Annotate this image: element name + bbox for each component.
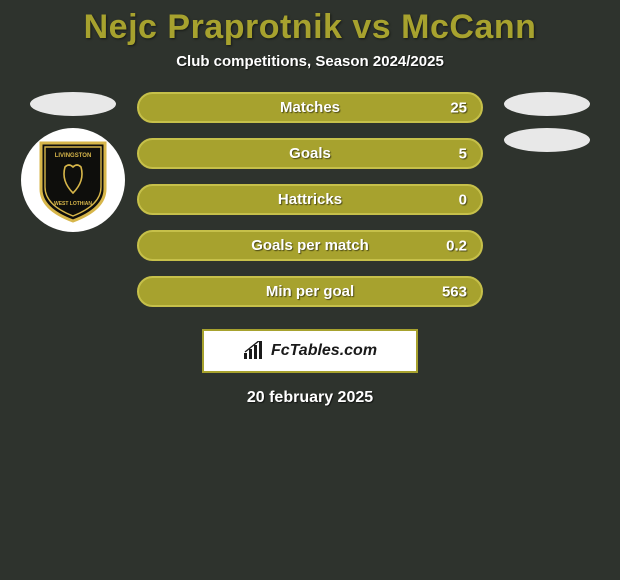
stat-row-min-per-goal: Min per goal 563 [137,276,483,307]
player-right-column [492,92,602,152]
comparison-card: Nejc Praprotnik vs McCann Club competiti… [0,0,620,407]
stat-row-hattricks: Hattricks 0 [137,184,483,215]
footer-date: 20 february 2025 [247,389,373,407]
player-right-placeholder-icon [504,92,590,116]
badge-top-text: LIVINGSTON [55,153,92,159]
stat-right-value: 25 [450,99,467,116]
player-left-club-badge: LIVINGSTON WEST LOTHIAN [21,128,125,232]
stat-label: Goals [289,145,331,162]
stat-right-value: 0 [459,191,467,208]
stat-right-value: 5 [459,145,467,162]
stat-right-value: 0.2 [446,237,467,254]
stat-row-goals: Goals 5 [137,138,483,169]
player-left-column: LIVINGSTON WEST LOTHIAN [18,92,128,232]
stat-label: Min per goal [266,283,354,300]
main-row: LIVINGSTON WEST LOTHIAN Matches 25 Goals… [0,92,620,307]
badge-bottom-text: WEST LOTHIAN [54,201,92,207]
stat-label: Matches [280,99,340,116]
stat-label: Goals per match [251,237,369,254]
shield-icon: LIVINGSTON WEST LOTHIAN [37,137,109,223]
stats-bars: Matches 25 Goals 5 Hattricks 0 Goals per… [137,92,483,307]
stat-row-goals-per-match: Goals per match 0.2 [137,230,483,261]
stat-label: Hattricks [278,191,342,208]
player-right-club-placeholder-icon [504,128,590,152]
stat-right-value: 563 [442,283,467,300]
branding-box[interactable]: FcTables.com [202,329,418,373]
branding-text: FcTables.com [271,342,377,360]
bar-chart-icon [243,341,265,361]
page-title: Nejc Praprotnik vs McCann [84,8,537,47]
subtitle: Club competitions, Season 2024/2025 [176,53,444,70]
player-left-placeholder-icon [30,92,116,116]
stat-row-matches: Matches 25 [137,92,483,123]
